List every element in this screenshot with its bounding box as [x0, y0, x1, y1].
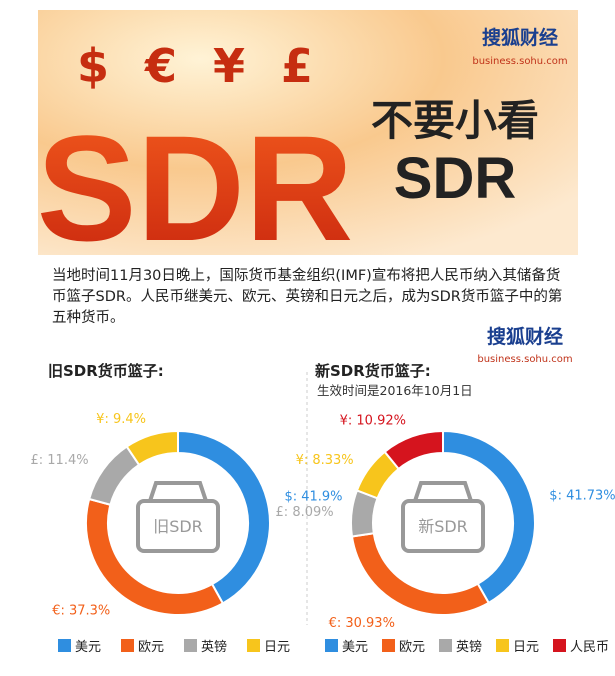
value-label: £: 8.09%	[276, 505, 334, 520]
legend-swatch	[325, 639, 338, 652]
basket-handle	[413, 481, 473, 502]
value-label: €: 37.3%	[52, 604, 110, 619]
value-label: ¥: 8.33%	[296, 453, 354, 468]
value-label: £: 11.4%	[31, 453, 89, 468]
legend-label: 英镑	[201, 639, 227, 655]
slogan: SDR	[394, 146, 516, 211]
donut-segment	[383, 429, 444, 471]
value-label: $: 41.9%	[284, 489, 342, 504]
basket-icon	[136, 499, 220, 553]
legend-swatch	[247, 639, 260, 652]
legend-swatch	[58, 639, 71, 652]
legend-swatch	[121, 639, 134, 652]
value-label: ¥: 10.92%	[340, 413, 406, 428]
brand: 搜狐财经	[482, 26, 558, 49]
legend-label: 美元	[75, 640, 101, 655]
chart-title: 旧SDR货币篮子:	[48, 362, 164, 380]
center-label: 旧SDR	[153, 517, 203, 536]
legend-swatch	[553, 639, 566, 652]
legend-label: 欧元	[138, 640, 164, 655]
header-bg	[38, 10, 578, 255]
legend-swatch	[496, 639, 509, 652]
legend-swatch	[382, 639, 395, 652]
legend-label: 日元	[513, 640, 539, 655]
legend-swatch	[439, 639, 452, 652]
brand-url: business.sohu.com	[477, 354, 572, 365]
value-label: ¥: 9.4%	[96, 412, 146, 427]
donut-segment	[350, 532, 491, 616]
basket-icon	[401, 499, 485, 553]
chart-title: 新SDR货币篮子:	[315, 362, 431, 380]
legend-label: 英镑	[456, 639, 482, 655]
sdr-big: SDR	[37, 104, 354, 272]
basket-handle	[148, 481, 208, 502]
legend-label: 欧元	[399, 640, 425, 655]
value-label: $: 41.73%	[549, 489, 615, 504]
center-label: 新SDR	[418, 517, 468, 536]
value-label: €: 30.93%	[329, 616, 395, 631]
chart-subtitle: 生效时间是2016年10月1日	[317, 383, 473, 398]
legend-label: 人民币	[570, 640, 609, 655]
donut-segment	[125, 429, 179, 467]
slogan: 不要小看	[371, 96, 539, 145]
brand: 搜狐财经	[487, 325, 563, 348]
legend-label: 日元	[264, 640, 290, 655]
brand-url: business.sohu.com	[472, 56, 567, 67]
legend-label: 美元	[342, 640, 368, 655]
legend-swatch	[184, 639, 197, 652]
intro-text: 当地时间11月30日晚上，国际货币基金组织(IMF)宣布将把人民币纳入其储备货币…	[52, 268, 563, 326]
currency-symbols: $ € ¥ £	[77, 39, 323, 93]
